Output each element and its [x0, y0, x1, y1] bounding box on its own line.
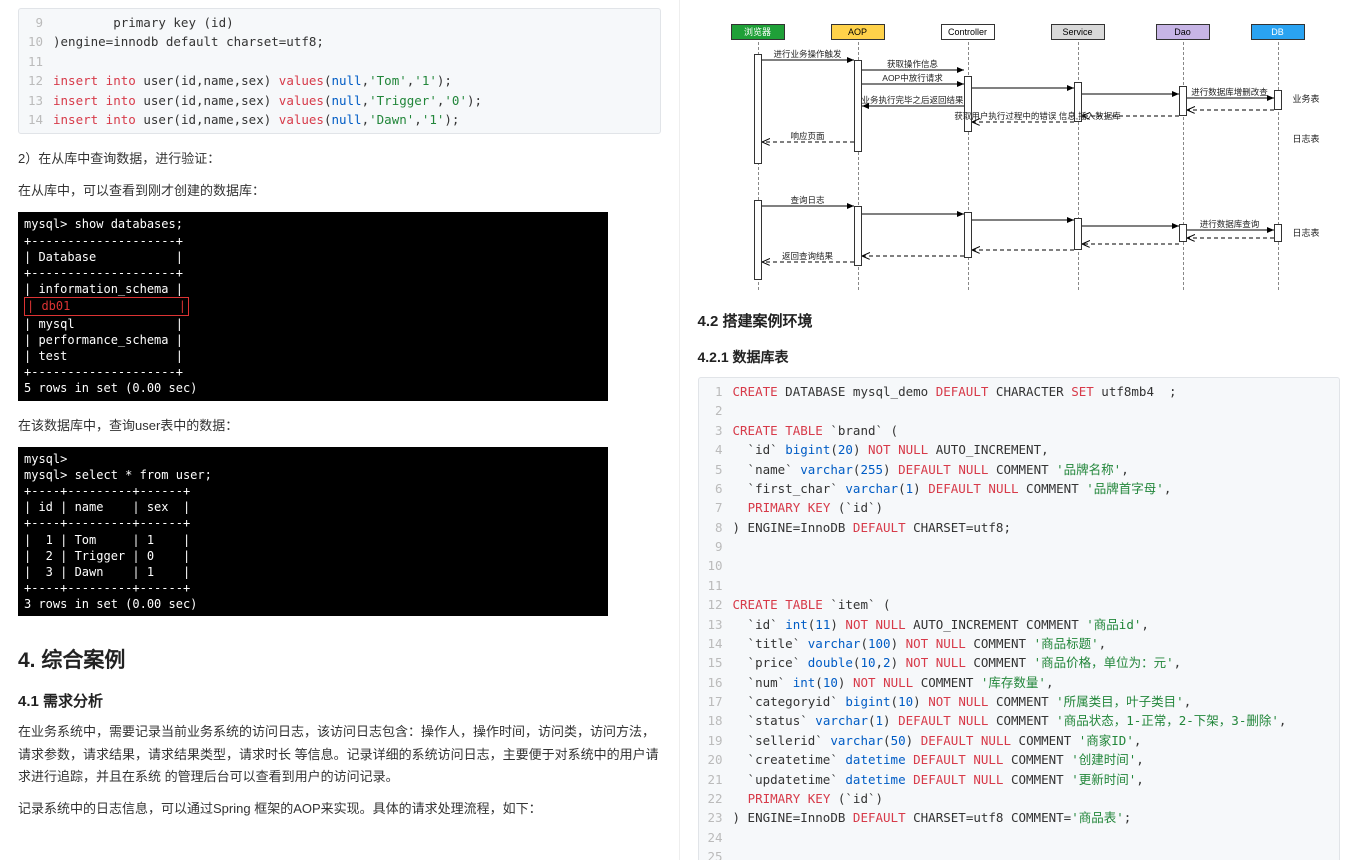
code-line: 9 — [699, 537, 1340, 556]
code-line: 11 — [699, 576, 1340, 595]
message-label: 获取操作信息 — [887, 58, 938, 70]
code-line: 7 PRIMARY KEY (`id`) — [699, 498, 1340, 517]
code-line: 22 PRIMARY KEY (`id`) — [699, 789, 1340, 808]
code-line: 8) ENGINE=InnoDB DEFAULT CHARSET=utf8; — [699, 518, 1340, 537]
message-label: AOP中放行请求 — [882, 72, 942, 84]
code-line: 11 — [19, 52, 660, 71]
paragraph: 在该数据库中，查询user表中的数据： — [18, 415, 661, 437]
code-line: 4 `id` bigint(20) NOT NULL AUTO_INCREMEN… — [699, 440, 1340, 459]
side-label: 日志表 — [1293, 132, 1320, 145]
message-label: 响应页面 — [790, 130, 824, 142]
activation-bar — [1179, 86, 1187, 116]
code-line: 16 `num` int(10) NOT NULL COMMENT '库存数量'… — [699, 673, 1340, 692]
code-line: 17 `categoryid` bigint(10) NOT NULL COMM… — [699, 692, 1340, 711]
paragraph: 在业务系统中，需要记录当前业务系统的访问日志，该访问日志包含：操作人，操作时间，… — [18, 721, 661, 787]
message-label: 返回查询结果 — [782, 250, 833, 262]
paragraph: 2）在从库中查询数据，进行验证： — [18, 148, 661, 170]
code-line: 23) ENGINE=InnoDB DEFAULT CHARSET=utf8 C… — [699, 808, 1340, 827]
code-line: 2 — [699, 401, 1340, 420]
side-label: 业务表 — [1293, 92, 1320, 105]
activation-bar — [854, 206, 862, 266]
code-line: 21 `updatetime` datetime DEFAULT NULL CO… — [699, 770, 1340, 789]
activation-bar — [754, 54, 762, 164]
code-block-2: 1CREATE DATABASE mysql_demo DEFAULT CHAR… — [698, 377, 1341, 860]
left-column: 9 primary key (id)10)engine=innodb defau… — [0, 0, 680, 860]
code-line: 5 `name` varchar(255) DEFAULT NULL COMME… — [699, 460, 1340, 479]
paragraph: 在从库中，可以查看到刚才创建的数据库： — [18, 180, 661, 202]
lane-aop: AOP — [831, 24, 885, 40]
side-label: 日志表 — [1293, 226, 1320, 239]
code-line: 1CREATE DATABASE mysql_demo DEFAULT CHAR… — [699, 382, 1340, 401]
sequence-diagram: 浏览器AOPControllerServiceDaoDB进行业务操作触发获取操作… — [698, 10, 1298, 290]
activation-bar — [1274, 224, 1282, 242]
message-label: 进行业务操作触发 — [773, 48, 841, 60]
heading-section-4-2: 4.2 搭建案例环境 — [698, 310, 1341, 331]
code-line: 20 `createtime` datetime DEFAULT NULL CO… — [699, 750, 1340, 769]
code-line: 10)engine=innodb default charset=utf8; — [19, 32, 660, 51]
code-line: 3CREATE TABLE `brand` ( — [699, 421, 1340, 440]
code-line: 14insert into user(id,name,sex) values(n… — [19, 110, 660, 129]
code-line: 18 `status` varchar(1) DEFAULT NULL COMM… — [699, 711, 1340, 730]
activation-bar — [754, 200, 762, 280]
message-label: 业务执行完毕之后返回结果 — [861, 94, 963, 106]
activation-bar — [854, 60, 862, 152]
heading-section-4-2-1: 4.2.1 数据库表 — [698, 347, 1341, 367]
activation-bar — [964, 76, 972, 132]
paragraph: 记录系统中的日志信息，可以通过Spring 框架的AOP来实现。具体的请求处理流… — [18, 798, 661, 820]
activation-bar — [964, 212, 972, 258]
code-line: 19 `sellerid` varchar(50) DEFAULT NULL C… — [699, 731, 1340, 750]
message-label: 进行数据库查询 — [1200, 218, 1260, 230]
terminal-output-2: mysql> mysql> select * from user; +----+… — [18, 447, 608, 617]
activation-bar — [1179, 224, 1187, 242]
activation-bar — [1074, 218, 1082, 250]
activation-bar — [1274, 90, 1282, 110]
lane-浏览器: 浏览器 — [731, 24, 785, 40]
right-column: 浏览器 AOP Controller Service Dao DB 进行业务操作触发获取操作… — [680, 0, 1358, 860]
terminal-output-1: mysql> show databases; +----------------… — [18, 212, 608, 400]
lane-db: DB — [1251, 24, 1305, 40]
code-line: 12CREATE TABLE `item` ( — [699, 595, 1340, 614]
code-line: 13insert into user(id,name,sex) values(n… — [19, 91, 660, 110]
lane-dao: Dao — [1156, 24, 1210, 40]
code-line: 24 — [699, 828, 1340, 847]
lane-controller: Controller — [941, 24, 995, 40]
heading-section-4-1: 4.1 需求分析 — [18, 690, 661, 711]
message-label: 查询日志 — [790, 194, 824, 206]
message-label: 进行数据库增删改查 — [1191, 86, 1268, 98]
lane-service: Service — [1051, 24, 1105, 40]
code-line: 12insert into user(id,name,sex) values(n… — [19, 71, 660, 90]
heading-section-4: 4. 综合案例 — [18, 644, 661, 674]
code-line: 14 `title` varchar(100) NOT NULL COMMENT… — [699, 634, 1340, 653]
code-line: 15 `price` double(10,2) NOT NULL COMMENT… — [699, 653, 1340, 672]
code-line: 9 primary key (id) — [19, 13, 660, 32]
code-block-1: 9 primary key (id)10)engine=innodb defau… — [18, 8, 661, 134]
code-line: 6 `first_char` varchar(1) DEFAULT NULL C… — [699, 479, 1340, 498]
code-line: 13 `id` int(11) NOT NULL AUTO_INCREMENT … — [699, 615, 1340, 634]
message-label: 获取用户执行过程中的错误 信息,插入数据库 — [954, 110, 1120, 122]
code-line: 25 — [699, 847, 1340, 860]
code-line: 10 — [699, 556, 1340, 575]
